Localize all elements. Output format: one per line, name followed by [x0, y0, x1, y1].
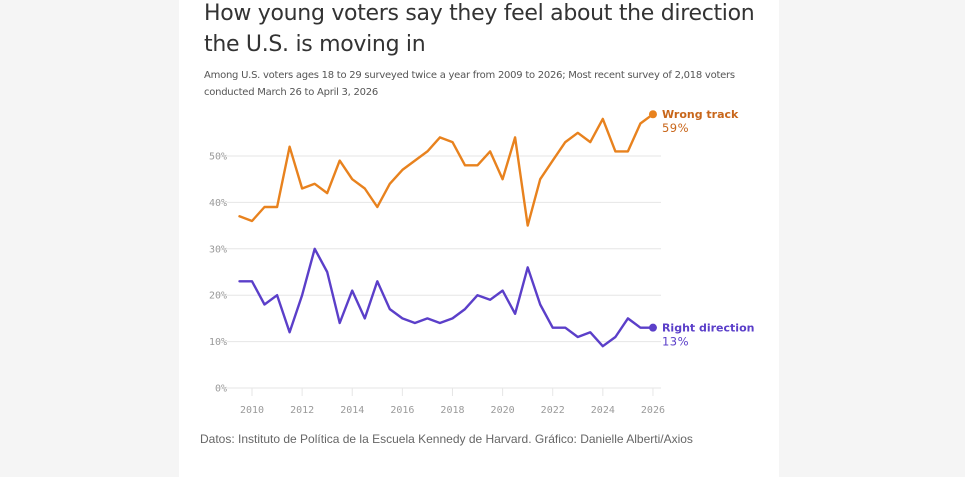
series-lines	[238, 110, 657, 348]
wrong-track-label: Wrong track	[662, 108, 739, 121]
y-tick-label: 50%	[209, 152, 227, 163]
right-direction-label: Right direction	[662, 322, 755, 335]
x-tick-label: 2016	[390, 405, 414, 416]
x-tick-label: 2022	[541, 405, 565, 416]
y-tick-label: 20%	[209, 291, 227, 302]
y-tick-label: 10%	[209, 337, 227, 348]
wrong-track-end-marker	[648, 110, 657, 119]
x-tick-label: 2010	[240, 405, 264, 416]
chart-card: How young voters say they feel about the…	[179, 0, 779, 477]
x-tick-label: 2024	[591, 405, 615, 416]
x-tick-label: 2012	[290, 405, 314, 416]
right-direction-end-marker	[648, 323, 657, 332]
x-axis-ticks: 2010 2012 2014 2016 2018 2020 2022 2024 2026	[240, 388, 665, 416]
wrong-track-value-label: 59%	[662, 121, 689, 135]
x-tick-label: 2014	[340, 405, 364, 416]
gridlines	[227, 155, 661, 389]
x-tick-label: 2020	[491, 405, 515, 416]
line-chart: 0%10%20%30%40%50% 2010 2012 2014 2016 2018 20…	[209, 108, 755, 416]
y-tick-label: 40%	[209, 198, 227, 209]
right-direction-line	[238, 247, 655, 348]
x-tick-label: 2026	[641, 405, 665, 416]
wrong-track-line	[238, 112, 655, 227]
y-tick-label: 0%	[215, 384, 227, 395]
right-direction-value-label: 13%	[662, 335, 689, 349]
chart-title: How young voters say they feel about the…	[204, 1, 755, 57]
y-tick-label: 30%	[209, 244, 227, 255]
y-axis-ticks: 0% 10% 20% 30% 40% 50%	[209, 152, 227, 395]
x-tick-label: 2018	[440, 405, 464, 416]
chart-source-credit: Datos: Instituto de Política de la Escue…	[200, 432, 693, 446]
chart-subtitle: Among U.S. voters ages 18 to 29 surveyed…	[204, 70, 735, 98]
